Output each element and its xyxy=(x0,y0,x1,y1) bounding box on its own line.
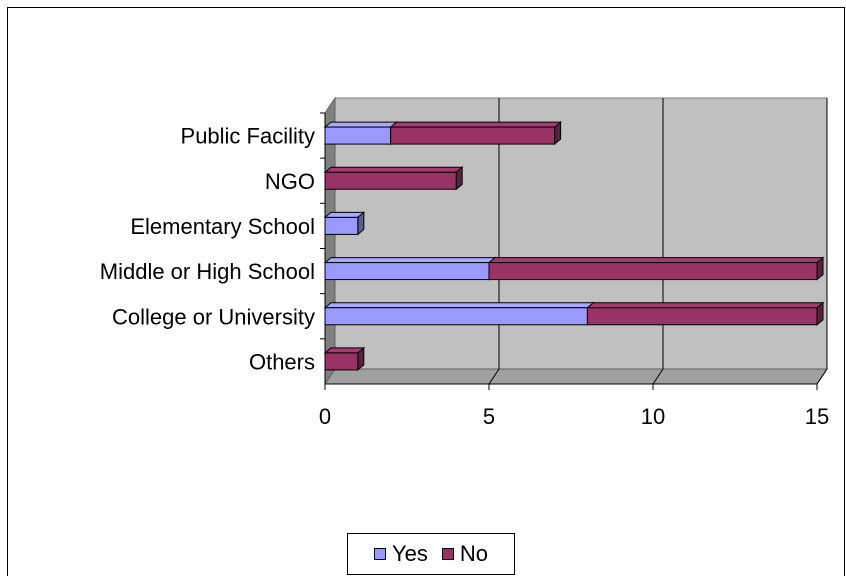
y-tick-label: Others xyxy=(249,349,315,374)
x-tick-label: 10 xyxy=(641,404,665,429)
bar-top-yes xyxy=(323,121,398,128)
bar-yes xyxy=(324,216,359,235)
bar-no xyxy=(390,126,556,145)
bar-yes xyxy=(324,262,490,281)
gridline-floor xyxy=(816,368,828,385)
legend-label-yes: Yes xyxy=(391,541,428,566)
y-tick-label: NGO xyxy=(265,169,315,194)
legend-item-yes: Yes xyxy=(373,541,428,567)
bar-yes xyxy=(324,126,392,145)
legend-label-no: No xyxy=(459,541,488,566)
legend: Yes No xyxy=(347,533,515,575)
y-tick-label: Middle or High School xyxy=(100,259,315,284)
y-tick-label: Elementary School xyxy=(130,214,315,239)
bar-no xyxy=(324,352,359,371)
bar-top-no xyxy=(487,257,825,264)
legend-swatch-yes xyxy=(373,548,386,560)
y-tick-label: College or University xyxy=(112,304,315,329)
x-tick-label: 0 xyxy=(319,404,331,429)
bar-top-no xyxy=(389,121,562,128)
y-tick-label: Public Facility xyxy=(181,124,315,149)
legend-swatch-no xyxy=(441,548,454,560)
bar-yes xyxy=(324,307,588,326)
bar-no xyxy=(488,262,818,281)
bar-top-no xyxy=(323,166,464,173)
bar-no xyxy=(586,307,818,326)
bar-top-yes xyxy=(323,257,497,264)
x-tick-label: 15 xyxy=(805,404,829,429)
legend-item-no: No xyxy=(441,541,488,567)
x-tick-label: 5 xyxy=(483,404,495,429)
plot-floor xyxy=(324,368,828,385)
gridline-floor xyxy=(652,368,664,385)
bar-top-no xyxy=(586,302,825,309)
gridline-floor xyxy=(488,368,500,385)
bar-no xyxy=(324,171,457,190)
bar-top-yes xyxy=(323,302,595,309)
